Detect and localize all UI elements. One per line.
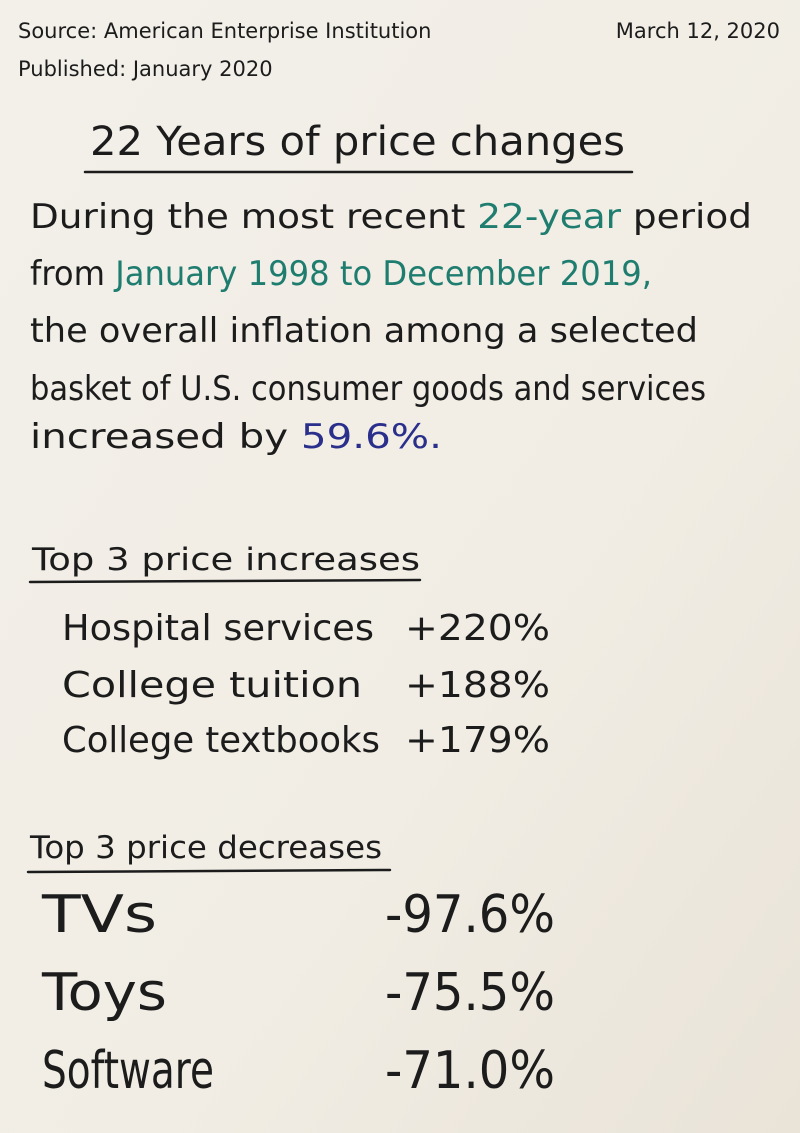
decreases-underline xyxy=(26,868,392,874)
paragraph-line: increased by 59.6%. xyxy=(30,417,442,457)
paragraph-line: from January 1998 to December 2019, xyxy=(30,254,652,294)
paragraph-segment: January 1998 to December 2019, xyxy=(113,254,652,294)
decreases-list: TVs -97.6% Toys -75.5% Software -71.0% xyxy=(41,885,555,1101)
item-value: -97.6% xyxy=(385,885,555,945)
paragraph-line: the overall inflation among a selected xyxy=(30,311,698,351)
item-value: -75.5% xyxy=(385,963,555,1023)
item-value: +220% xyxy=(405,608,550,649)
paragraph-segment: basket of U.S. consumer goods and servic… xyxy=(30,369,706,409)
paragraph-segment: increased by xyxy=(30,417,301,457)
paragraph-segment: period xyxy=(621,197,752,237)
increases-underline xyxy=(28,578,422,584)
paragraph-segment: from xyxy=(30,254,115,294)
item-label: College textbooks xyxy=(62,720,380,761)
paragraph-line: During the most recent 22-year period xyxy=(30,197,752,237)
item-value: +179% xyxy=(405,720,550,761)
paragraph-segment: the overall inflation among a selected xyxy=(30,311,698,351)
paragraph-segment: During the most recent xyxy=(30,197,477,237)
paragraph-segment: 22-year xyxy=(477,197,621,237)
date: March 12, 2020 xyxy=(616,19,780,43)
paragraph-segment: 59.6%. xyxy=(301,417,442,457)
item-label: TVs xyxy=(41,885,157,945)
item-label: Toys xyxy=(41,963,167,1023)
item-value: +188% xyxy=(405,665,550,706)
paragraph-line: basket of U.S. consumer goods and servic… xyxy=(30,369,706,409)
item-label: College tuition xyxy=(62,665,362,706)
item-value: -71.0% xyxy=(385,1041,555,1101)
item-label: Software xyxy=(42,1041,214,1101)
title: 22 Years of price changes xyxy=(90,119,625,165)
increases-heading: Top 3 price increases xyxy=(31,542,420,578)
source: Source: American Enterprise Institution xyxy=(18,19,431,43)
paragraph: During the most recent 22-year period fro… xyxy=(30,197,752,457)
increases-list: Hospital services +220% College tuition +18… xyxy=(62,608,550,761)
decreases-heading: Top 3 price decreases xyxy=(29,830,382,866)
published: Published: January 2020 xyxy=(18,57,273,81)
item-label: Hospital services xyxy=(62,608,374,649)
